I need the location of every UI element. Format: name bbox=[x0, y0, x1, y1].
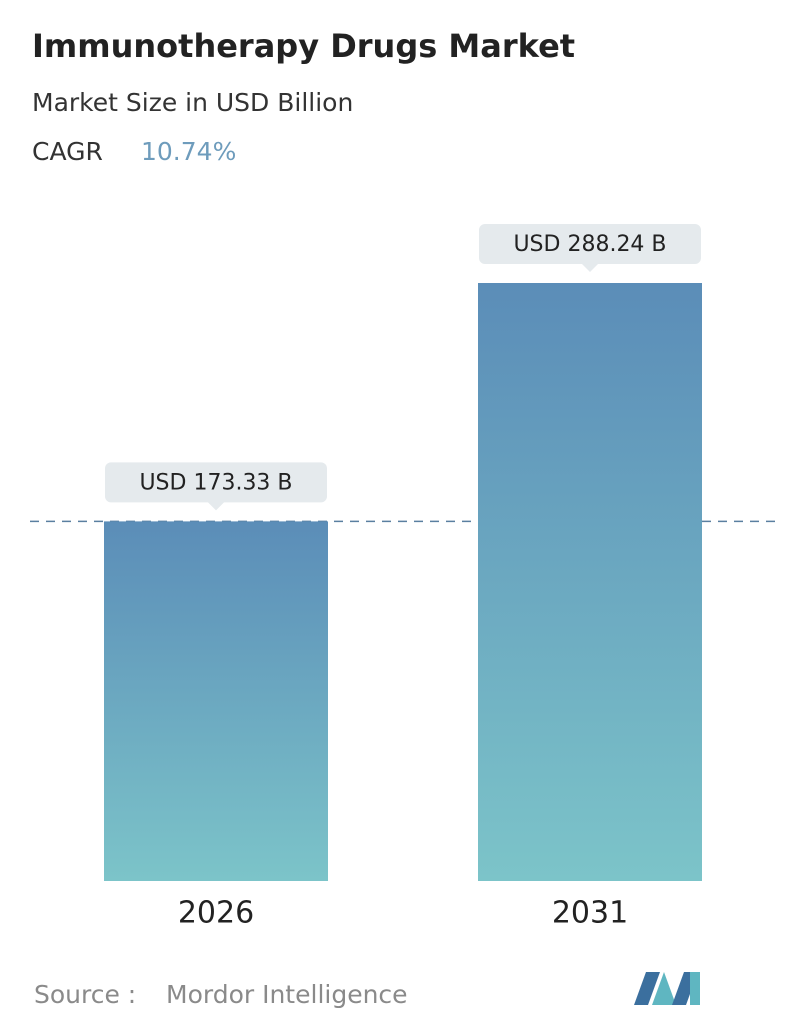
chart-subtitle: Market Size in USD Billion bbox=[32, 88, 353, 117]
chart-title: Immunotherapy Drugs Market bbox=[32, 27, 575, 65]
logo bbox=[634, 972, 700, 1005]
value-callout bbox=[105, 462, 327, 511]
source-label: Source : bbox=[34, 980, 136, 1009]
x-tick-label: 2026 bbox=[178, 896, 254, 931]
source: Mordor Intelligence bbox=[166, 980, 408, 1009]
cagr-value: 10.74% bbox=[141, 137, 236, 166]
cagr-label: CAGR bbox=[32, 137, 103, 166]
value-callout bbox=[479, 224, 701, 272]
bar bbox=[104, 521, 328, 881]
x-tick-label: 2031 bbox=[552, 896, 628, 931]
value-label: USD 288.24 B bbox=[513, 232, 666, 257]
value-label: USD 173.33 B bbox=[139, 470, 292, 495]
bar bbox=[478, 283, 702, 881]
